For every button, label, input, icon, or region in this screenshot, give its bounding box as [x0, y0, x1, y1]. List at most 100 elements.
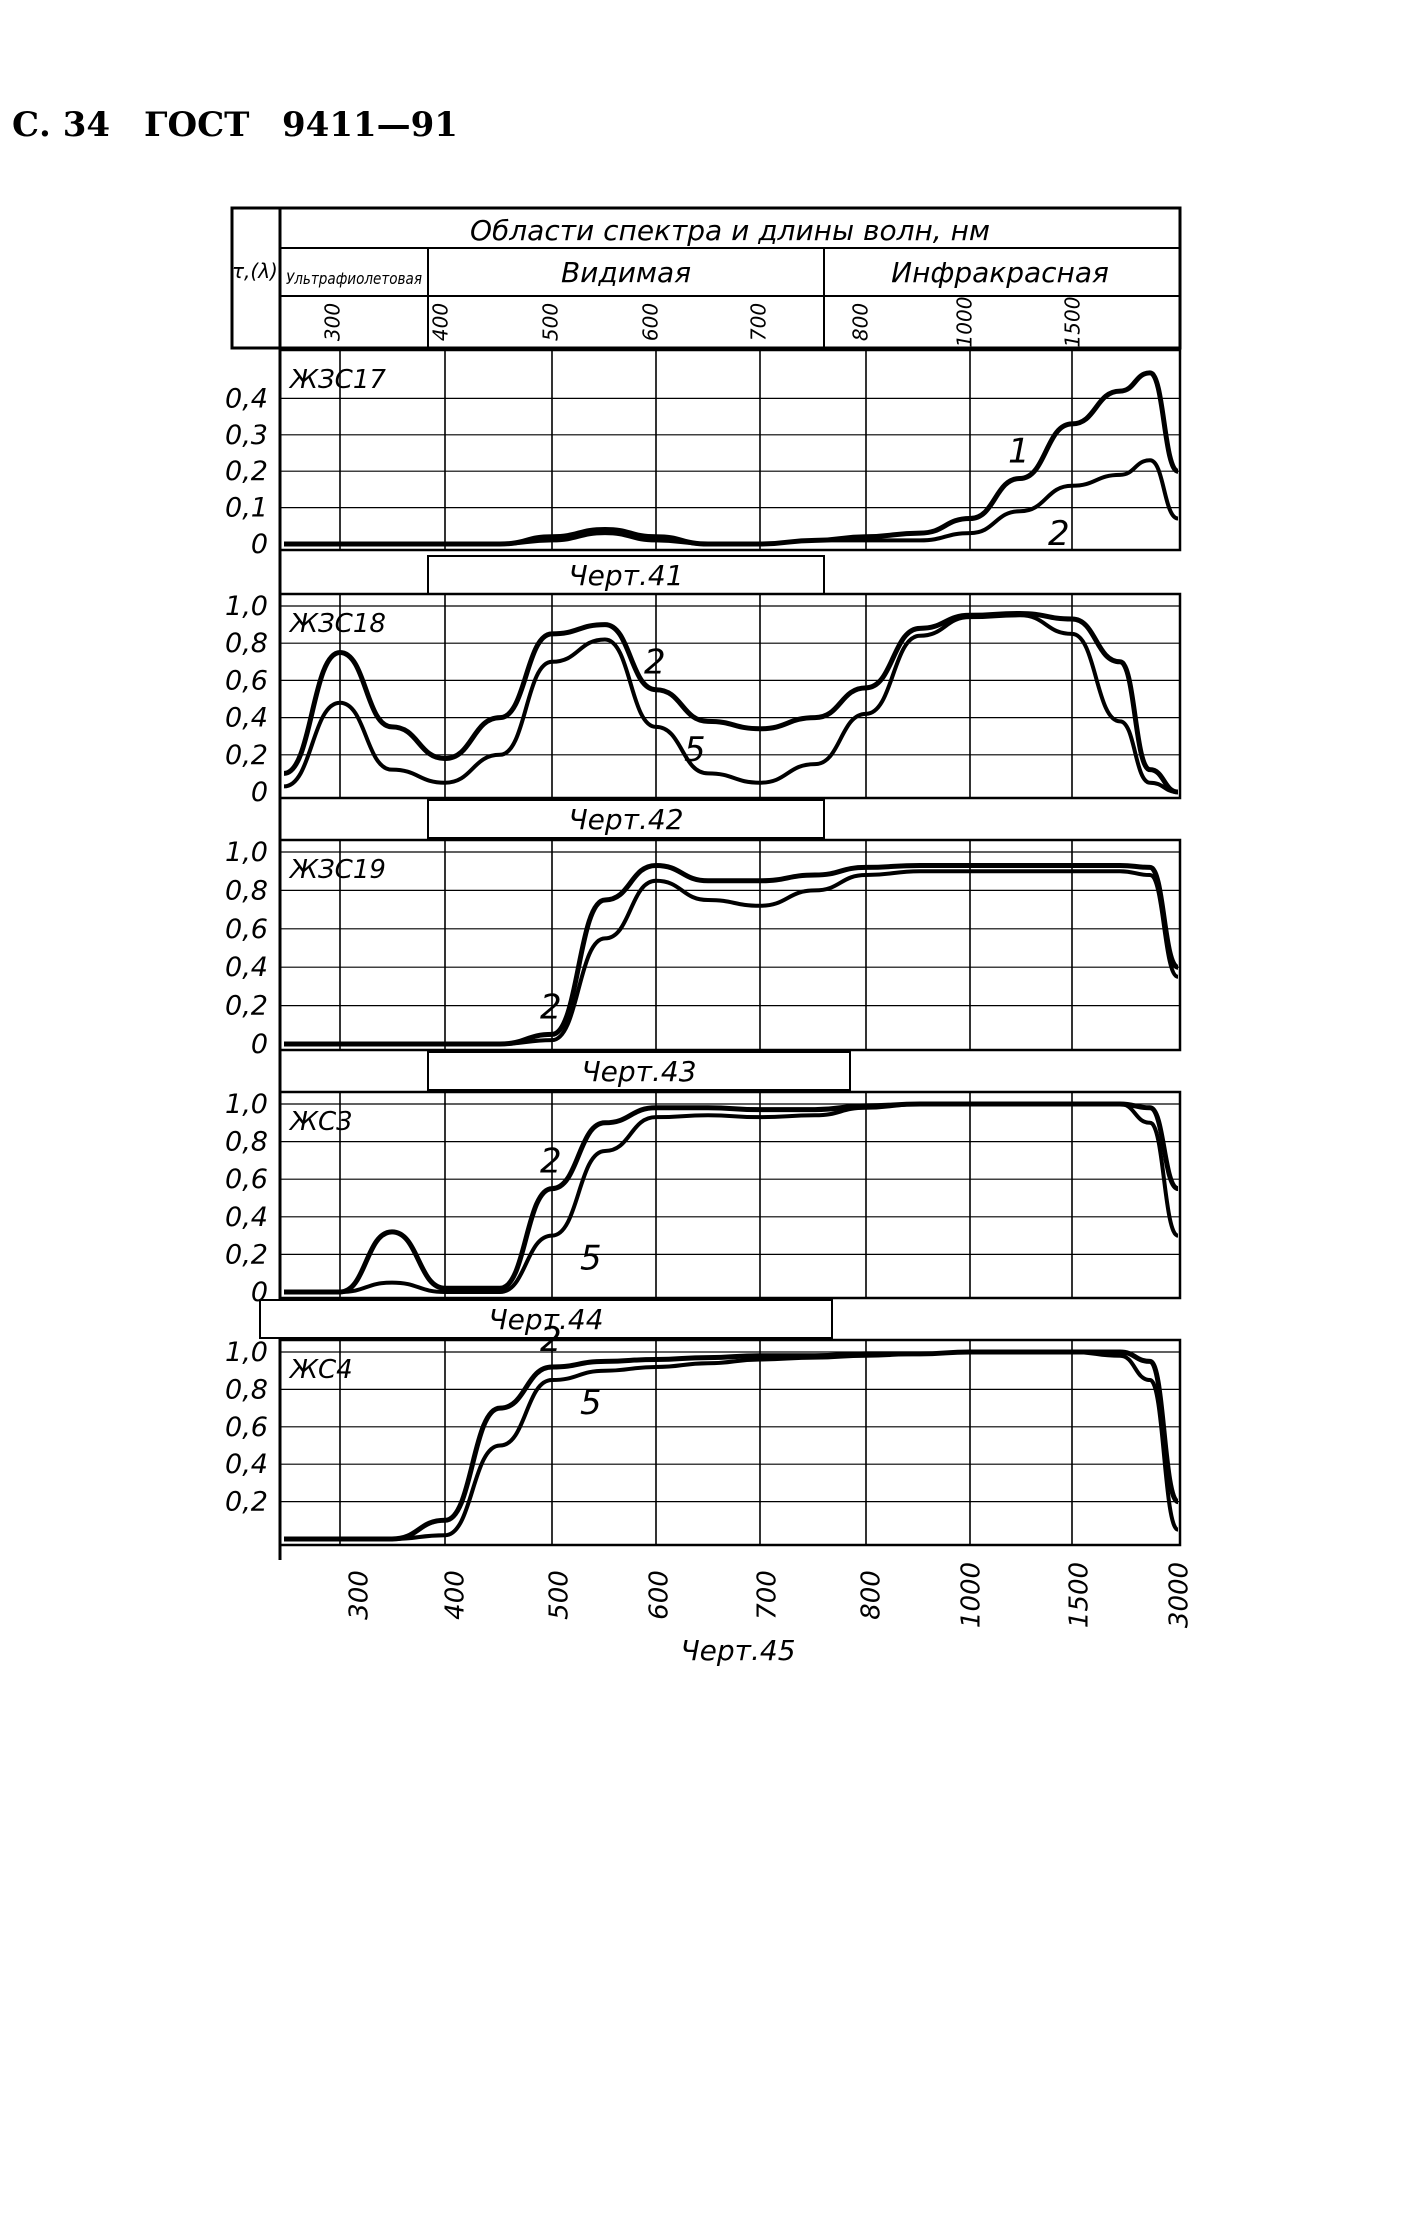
x-tick-label: 600 — [645, 1570, 675, 1620]
y-tick-label: 0,8 — [225, 875, 268, 906]
y-tick-label: 0,6 — [225, 914, 268, 945]
series-label: 2 — [1048, 514, 1070, 554]
y-tick-label: 0,8 — [225, 1127, 268, 1158]
y-tick-label: 1,0 — [225, 591, 268, 622]
x-axis-bottom: 300 400 500 600 700 800 1000 1500 3000 — [345, 1562, 1195, 1628]
series-line-5 — [284, 869, 1180, 1046]
y-tick-label: 1,0 — [225, 837, 268, 868]
panel-frame — [278, 1338, 1182, 1547]
y-tick-label: 0 — [251, 529, 268, 560]
y-tick-label: 0,6 — [225, 665, 268, 696]
y-tick-label: 0,4 — [225, 1449, 268, 1480]
y-tick-label: 0,3 — [225, 420, 268, 451]
chart-panels: 0,40,30,20,10ЖЗС1712Черт.411,00,80,60,40… — [225, 348, 1182, 1547]
panel-frame — [278, 1090, 1182, 1300]
page-header: С. 34 ГОСТ 9411—91 — [12, 105, 612, 155]
wavelength-tick-row: 300 400 500 600 700 800 1000 1500 — [321, 297, 1085, 348]
y-tick-label: 0,2 — [225, 991, 268, 1022]
y-tick-label: 0,2 — [225, 456, 268, 487]
y-tick-label: 0,4 — [225, 703, 268, 734]
y-tick-label: 1,0 — [225, 1089, 268, 1120]
y-tick-label: 0,8 — [225, 628, 268, 659]
head-title: Области спектра и длины волн, нм — [470, 214, 990, 247]
x-tick-label: 300 — [345, 1570, 375, 1620]
series-line-2 — [284, 1101, 1180, 1295]
panel-frame — [278, 592, 1182, 800]
series-line-5 — [284, 1349, 1180, 1541]
panel-5: 1,0 0,8 0,6 0,4 0,2 ЖС4 25 — [225, 1320, 1182, 1547]
y-tick-label: 0,6 — [225, 1164, 268, 1195]
series-line-5 — [284, 1102, 1180, 1294]
figure-caption: Черт.45 — [680, 1634, 795, 1667]
series-label: 5 — [684, 730, 706, 770]
panel-title: ЖС3 — [288, 1107, 353, 1137]
series-label: 1 — [1008, 431, 1030, 471]
caption-box — [427, 1051, 851, 1091]
panel-frame — [278, 838, 1182, 1052]
series-line-2 — [284, 1349, 1181, 1542]
y-tick-label: 0,2 — [225, 740, 268, 771]
x-tick-label: 1000 — [957, 1562, 987, 1628]
y-tick-label: 0,6 — [225, 1412, 268, 1443]
series-label: 2 — [540, 987, 562, 1027]
panel-caption: Черт.41 — [568, 559, 683, 592]
series-line-5 — [283, 613, 1179, 794]
x-tick-label: 3000 — [1165, 1562, 1195, 1628]
head-tick-label: 1500 — [1061, 297, 1085, 348]
head-frame — [230, 206, 1182, 350]
panel-caption: Черт.42 — [568, 803, 683, 836]
panel-title: ЖЗС17 — [288, 365, 386, 395]
y-tick-label: 0,2 — [225, 1239, 268, 1270]
panel-1: 0,4 0,3 0,2 0,1 0 ЖЗС17 1 2 Черт.41 — [225, 348, 1182, 595]
standard-label: ГОСТ — [144, 105, 250, 145]
caption-box — [259, 1299, 833, 1339]
y-tick-label: 0,4 — [225, 1202, 268, 1233]
doc-number: 9411—91 — [282, 105, 458, 145]
x-tick-label: 400 — [441, 1570, 471, 1620]
series-line-2 — [284, 862, 1180, 1047]
series-label: 5 — [580, 1383, 602, 1423]
region-ir: Инфракрасная — [891, 256, 1109, 289]
region-visible: Видимая — [561, 256, 691, 289]
y-tick-label: 0,4 — [225, 952, 268, 983]
series-label: 2 — [644, 643, 666, 683]
y-tick-label: 0,4 — [225, 383, 268, 414]
corner-label: τ,(λ) — [232, 259, 278, 283]
series-line-2 — [284, 458, 1179, 546]
series-line-2 — [283, 610, 1179, 795]
panel-3: 1,00,80,60,40,20ЖЗС1925Черт.43 — [225, 837, 1182, 1091]
panel-title: ЖЗС18 — [288, 609, 386, 639]
head-tick-label: 300 — [321, 303, 345, 341]
head-tick-label: 400 — [429, 303, 453, 341]
series-label: 5 — [580, 1239, 602, 1279]
y-tick-label: 0 — [251, 1029, 268, 1060]
x-tick-label: 1500 — [1065, 1562, 1095, 1628]
panel-frame — [278, 348, 1182, 552]
y-tick-label: 0 — [251, 777, 268, 808]
head-tick-label: 700 — [747, 303, 771, 341]
panel-caption: Черт.43 — [581, 1055, 696, 1088]
caption-box — [427, 799, 825, 839]
y-tick-label: 0,2 — [225, 1487, 268, 1518]
series-label: 2 — [540, 1320, 562, 1360]
y-tick-label: 0,1 — [225, 493, 268, 524]
page-number: С. 34 — [12, 105, 111, 145]
head-tick-label: 800 — [849, 303, 873, 341]
series-label: 2 — [540, 1142, 562, 1182]
head-tick-label: 1000 — [953, 297, 977, 348]
region-uv: Ультрафиолетовая — [286, 269, 422, 288]
y-tick-label: 0,8 — [225, 1374, 268, 1405]
panel-title: ЖС4 — [288, 1355, 353, 1385]
x-tick-label: 700 — [753, 1570, 783, 1620]
panel-title: ЖЗС19 — [288, 855, 386, 885]
caption-box — [427, 555, 825, 595]
head-tick-label: 600 — [639, 303, 663, 341]
head-tick-label: 500 — [539, 303, 563, 341]
y-tick-label: 1,0 — [225, 1337, 268, 1368]
x-tick-label: 800 — [857, 1570, 887, 1620]
panel-caption: Черт.44 — [488, 1303, 603, 1336]
x-tick-label: 500 — [545, 1570, 575, 1620]
